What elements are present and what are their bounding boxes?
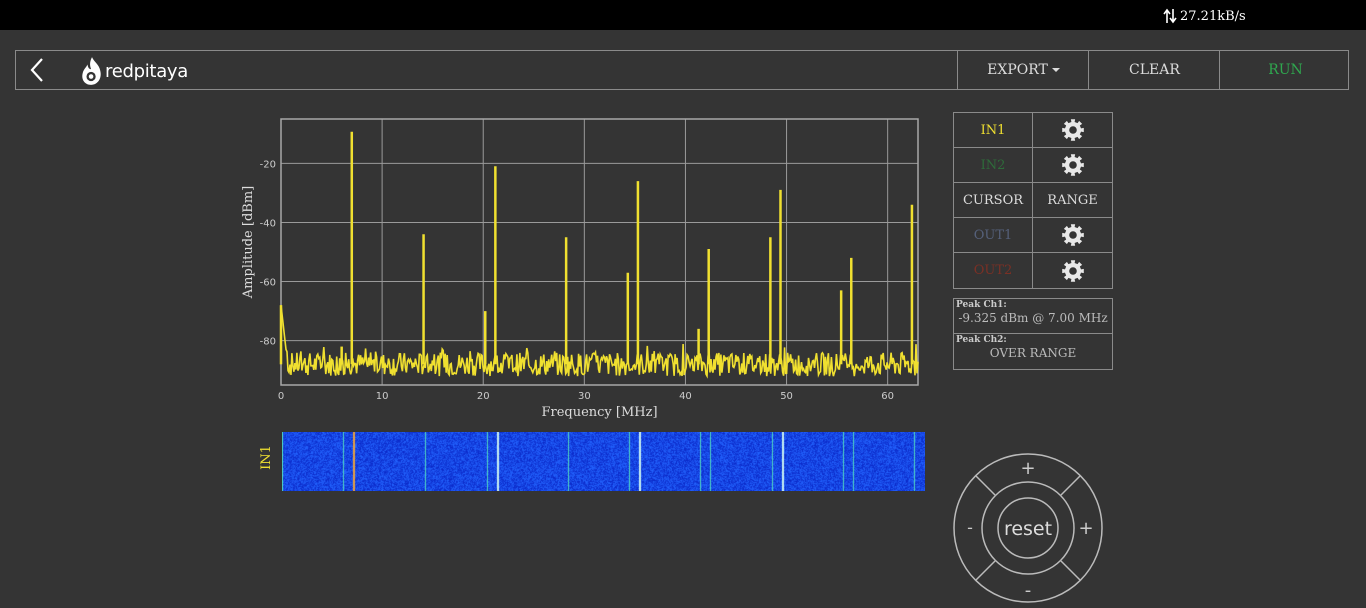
peak-ch2-value: OVER RANGE <box>989 346 1077 360</box>
zoom-out-vertical-button[interactable]: - <box>1025 580 1032 601</box>
x-tick-label: 30 <box>578 391 591 402</box>
reset-button[interactable]: reset <box>1004 518 1052 540</box>
in2-settings-button[interactable] <box>1033 148 1112 182</box>
row-in2: IN2 <box>954 148 1112 183</box>
x-tick-label: 50 <box>780 391 793 402</box>
y-axis-label: Amplitude [dBm] <box>241 186 256 299</box>
waterfall-channel-label: IN1 <box>258 445 274 470</box>
gear-icon <box>1061 154 1084 176</box>
x-tick-label: 20 <box>477 391 490 402</box>
waterfall-canvas <box>282 432 925 491</box>
pad-divider <box>1060 560 1081 581</box>
plot-frame <box>280 118 919 386</box>
spectrum-chart[interactable]: 0 10 20 30 40 50 60 -20 -40 -60 -80 Frequency [MHz]… <box>0 100 940 525</box>
spectrum-trace-in1 <box>280 305 919 379</box>
row-out1: OUT1 <box>954 218 1112 253</box>
run-button[interactable]: RUN <box>1219 51 1351 89</box>
flame-logo-icon <box>82 57 101 85</box>
in2-toggle[interactable]: IN2 <box>954 148 1033 182</box>
pad-outer-ring <box>953 453 1103 603</box>
waterfall-display <box>282 432 925 491</box>
channel-controls: IN1 IN2 CURSOR RANGE OUT1 OUT2 <box>953 112 1113 289</box>
app-header: redpitaya EXPORT CLEAR RUN <box>15 50 1349 90</box>
x-axis-label: Frequency [MHz] <box>541 405 657 420</box>
in1-toggle[interactable]: IN1 <box>954 113 1033 147</box>
peak-info-panel: Peak Ch1: -9.325 dBm @ 7.00 MHz Peak Ch2… <box>953 298 1113 370</box>
clear-label: CLEAR <box>1129 62 1180 78</box>
y-tick-label: -40 <box>260 218 276 229</box>
back-button[interactable] <box>26 57 50 83</box>
out2-settings-button[interactable] <box>1033 253 1112 288</box>
run-label: RUN <box>1268 62 1303 78</box>
row-cursor-range: CURSOR RANGE <box>954 183 1112 218</box>
peak-ch2: Peak Ch2: OVER RANGE <box>954 334 1112 369</box>
export-label: EXPORT <box>987 62 1048 78</box>
peak-ch1-label: Peak Ch1: <box>956 300 1007 310</box>
clear-button[interactable]: CLEAR <box>1088 51 1220 89</box>
gear-icon <box>1061 259 1084 282</box>
peak-ch1: Peak Ch1: -9.325 dBm @ 7.00 MHz <box>954 299 1112 334</box>
logo: redpitaya <box>80 56 188 86</box>
reset-button-ring <box>997 497 1059 559</box>
zoom-out-horizontal-button[interactable]: - <box>967 518 973 537</box>
row-out2: OUT2 <box>954 253 1112 288</box>
top-status-bar: 27.21kB/s <box>0 0 1366 30</box>
up-down-arrows-icon <box>1163 8 1177 24</box>
chevron-left-icon <box>30 58 43 82</box>
x-tick-label: 60 <box>881 391 894 402</box>
in1-settings-button[interactable] <box>1033 113 1112 147</box>
x-tick-label: 0 <box>278 391 284 402</box>
row-in1: IN1 <box>954 113 1112 148</box>
y-tick-label: -20 <box>260 159 276 170</box>
zoom-in-vertical-button[interactable]: + <box>1020 458 1035 479</box>
range-button[interactable]: RANGE <box>1047 192 1098 208</box>
zoom-in-horizontal-button[interactable]: + <box>1078 518 1093 539</box>
network-speed: 27.21kB/s <box>1163 8 1246 24</box>
out2-toggle[interactable]: OUT2 <box>954 253 1033 288</box>
zoom-control-pad: + - - + reset <box>953 453 1103 603</box>
peak-ch2-label: Peak Ch2: <box>956 335 1007 345</box>
y-tick-label: -80 <box>260 337 276 348</box>
pad-divider <box>975 560 996 581</box>
caret-down-icon <box>1051 68 1060 72</box>
logo-text: redpitaya <box>105 60 189 82</box>
x-tick-label: 40 <box>679 391 692 402</box>
gear-icon <box>1061 224 1084 246</box>
peak-ch1-value: -9.325 dBm @ 7.00 MHz <box>958 311 1108 325</box>
export-button[interactable]: EXPORT <box>957 51 1089 89</box>
cursor-button[interactable]: CURSOR <box>954 183 1033 217</box>
pad-divider <box>1060 475 1081 496</box>
out1-toggle[interactable]: OUT1 <box>954 218 1033 252</box>
pad-divider <box>975 475 996 496</box>
y-tick-label: -60 <box>260 278 276 289</box>
x-tick-label: 10 <box>376 391 389 402</box>
net-speed-text: 27.21kB/s <box>1180 8 1246 24</box>
out1-settings-button[interactable] <box>1033 218 1112 252</box>
pad-inner-ring <box>981 481 1075 575</box>
gear-icon <box>1061 119 1084 141</box>
